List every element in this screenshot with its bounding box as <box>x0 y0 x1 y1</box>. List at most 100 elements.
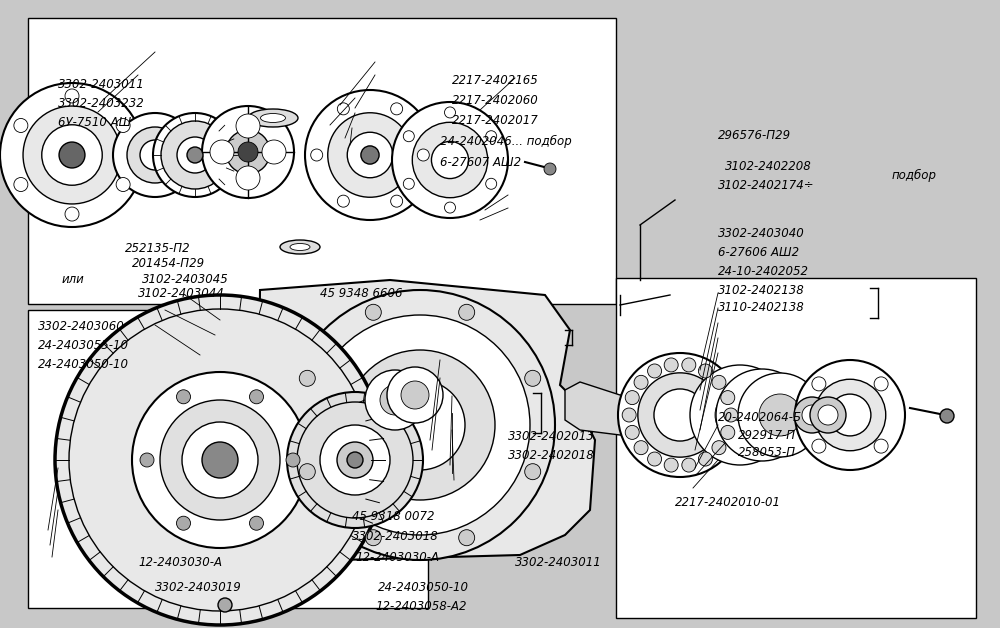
Circle shape <box>69 309 371 611</box>
Circle shape <box>365 370 425 430</box>
Circle shape <box>153 113 237 197</box>
Circle shape <box>176 516 190 530</box>
Circle shape <box>738 373 822 457</box>
Circle shape <box>412 122 488 198</box>
Text: 3102-2402174÷: 3102-2402174÷ <box>718 179 815 192</box>
Text: подбор: подбор <box>892 170 937 182</box>
Circle shape <box>250 516 264 530</box>
Circle shape <box>721 391 735 404</box>
Circle shape <box>337 442 373 478</box>
Circle shape <box>664 358 678 372</box>
Circle shape <box>459 305 475 320</box>
Circle shape <box>634 376 648 389</box>
Circle shape <box>65 89 79 103</box>
Circle shape <box>625 391 639 404</box>
Circle shape <box>874 377 888 391</box>
Circle shape <box>226 130 270 174</box>
Circle shape <box>812 439 826 453</box>
Text: 3302-2403019: 3302-2403019 <box>155 581 242 593</box>
Circle shape <box>716 369 808 461</box>
Circle shape <box>361 146 379 164</box>
Circle shape <box>347 452 363 468</box>
Circle shape <box>810 397 846 433</box>
Text: 292917-П: 292917-П <box>738 429 796 441</box>
Circle shape <box>544 163 556 175</box>
Ellipse shape <box>290 244 310 251</box>
Circle shape <box>337 103 349 115</box>
Circle shape <box>829 394 871 436</box>
Circle shape <box>375 380 465 470</box>
Text: 3102-2403044: 3102-2403044 <box>138 288 225 300</box>
Text: 296576-П29: 296576-П29 <box>718 129 791 141</box>
Text: 3102-2402138: 3102-2402138 <box>718 284 805 296</box>
Circle shape <box>874 439 888 453</box>
Text: 3110-2402138: 3110-2402138 <box>718 301 805 314</box>
Circle shape <box>305 90 435 220</box>
Circle shape <box>724 408 738 422</box>
Text: 24-10-2402052: 24-10-2402052 <box>718 265 809 278</box>
Text: 20-2402064-Б: 20-2402064-Б <box>718 411 802 424</box>
Circle shape <box>14 119 28 133</box>
Text: 24-2403050-10: 24-2403050-10 <box>38 358 129 371</box>
Bar <box>28 310 428 608</box>
Circle shape <box>664 458 678 472</box>
Text: 24-2402046... подбор: 24-2402046... подбор <box>440 135 572 148</box>
Circle shape <box>682 358 696 372</box>
Circle shape <box>113 113 197 197</box>
Circle shape <box>812 377 826 391</box>
Circle shape <box>297 402 413 518</box>
Circle shape <box>42 125 102 185</box>
Text: 12-2403030-А: 12-2403030-А <box>138 556 222 568</box>
Circle shape <box>262 140 286 164</box>
Circle shape <box>715 390 765 440</box>
Circle shape <box>682 458 696 472</box>
Circle shape <box>486 178 497 189</box>
Text: 3302-2403232: 3302-2403232 <box>58 97 145 110</box>
Bar <box>616 278 976 618</box>
Circle shape <box>14 178 28 192</box>
Circle shape <box>795 360 905 470</box>
Circle shape <box>802 405 822 425</box>
Text: 45 9348 6606: 45 9348 6606 <box>320 288 402 300</box>
Text: 3302-2403040: 3302-2403040 <box>718 227 805 240</box>
Circle shape <box>634 441 648 455</box>
Circle shape <box>345 350 495 500</box>
Circle shape <box>690 365 790 465</box>
Circle shape <box>759 394 801 436</box>
Circle shape <box>380 385 410 415</box>
Circle shape <box>250 390 264 404</box>
Circle shape <box>618 353 742 477</box>
Circle shape <box>392 102 508 218</box>
Circle shape <box>391 195 403 207</box>
Circle shape <box>0 83 144 227</box>
Circle shape <box>337 195 349 207</box>
Text: 45 9318 0072: 45 9318 0072 <box>352 510 434 522</box>
Text: 24-2403050-10: 24-2403050-10 <box>378 581 469 593</box>
Text: 2217-2402060: 2217-2402060 <box>452 94 539 107</box>
Circle shape <box>365 529 381 546</box>
Circle shape <box>210 140 234 164</box>
Circle shape <box>287 392 423 528</box>
Circle shape <box>459 529 475 546</box>
Circle shape <box>161 121 229 189</box>
Circle shape <box>365 305 381 320</box>
Circle shape <box>299 463 315 480</box>
Circle shape <box>320 425 390 495</box>
Text: 3102-2403045: 3102-2403045 <box>142 273 229 286</box>
Circle shape <box>187 147 203 163</box>
Text: .ru: .ru <box>553 387 627 433</box>
Ellipse shape <box>248 109 298 127</box>
Circle shape <box>218 598 232 612</box>
Bar <box>825 375 875 455</box>
Circle shape <box>712 376 726 389</box>
Circle shape <box>638 373 722 457</box>
Circle shape <box>814 379 886 451</box>
Circle shape <box>140 140 170 170</box>
Text: 2217-2402010-01: 2217-2402010-01 <box>675 496 781 509</box>
Circle shape <box>311 149 323 161</box>
Ellipse shape <box>260 114 286 122</box>
Circle shape <box>403 178 414 189</box>
Circle shape <box>182 422 258 498</box>
Circle shape <box>525 463 541 480</box>
Text: 3302-2403018: 3302-2403018 <box>352 531 439 543</box>
